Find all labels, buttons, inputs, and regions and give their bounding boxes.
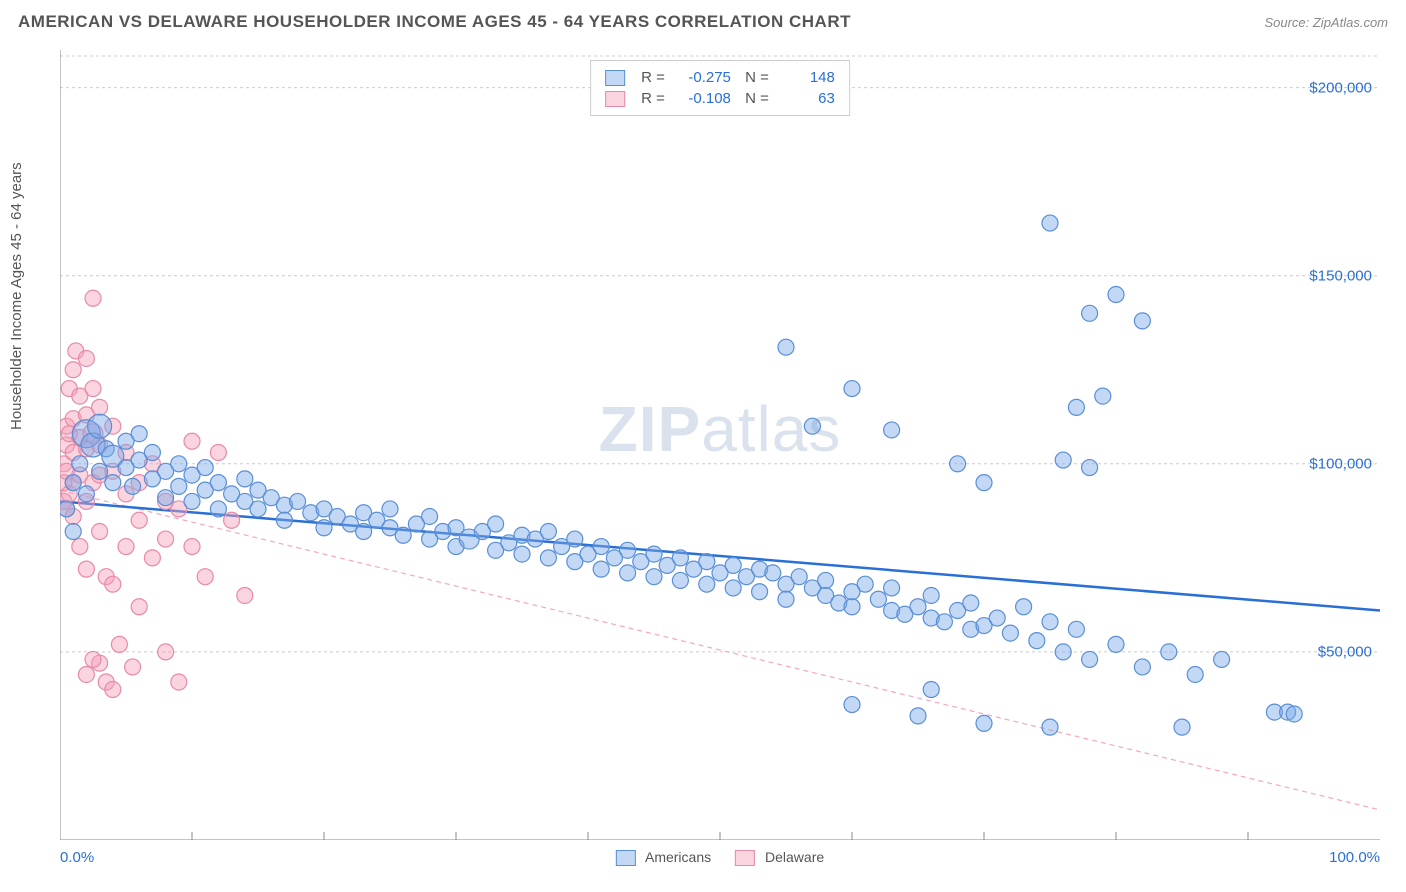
- stat-r-delaware: -0.108: [675, 90, 731, 107]
- x-tick-max: 100.0%: [1329, 849, 1380, 866]
- legend-label-americans: Americans: [645, 849, 711, 865]
- legend-swatch-americans: [616, 850, 636, 866]
- stats-swatch-delaware: [605, 91, 625, 107]
- legend-item-americans: Americans: [616, 849, 711, 866]
- stat-n-delaware: 63: [779, 90, 835, 107]
- stats-legend: R = -0.275 N = 148 R = -0.108 N = 63: [590, 60, 850, 116]
- chart-source: Source: ZipAtlas.com: [1264, 15, 1388, 30]
- chart-header: AMERICAN VS DELAWARE HOUSEHOLDER INCOME …: [18, 12, 1388, 32]
- plot-area: ZIPatlas R = -0.275 N = 148 R = -0.108 N…: [60, 50, 1380, 840]
- series-legend: Americans Delaware: [616, 849, 824, 866]
- legend-swatch-delaware: [735, 850, 755, 866]
- stat-r-americans: -0.275: [675, 69, 731, 86]
- stats-row-delaware: R = -0.108 N = 63: [605, 88, 835, 109]
- x-tick-min: 0.0%: [60, 849, 94, 866]
- chart-title: AMERICAN VS DELAWARE HOUSEHOLDER INCOME …: [18, 12, 851, 32]
- scatter-svg: [60, 50, 1380, 840]
- y-tick-label: $150,000: [1309, 267, 1372, 284]
- stats-swatch-americans: [605, 70, 625, 86]
- y-axis-label: Householder Income Ages 45 - 64 years: [8, 162, 25, 430]
- legend-label-delaware: Delaware: [765, 849, 824, 865]
- legend-item-delaware: Delaware: [735, 849, 824, 866]
- stat-n-americans: 148: [779, 69, 835, 86]
- y-tick-label: $100,000: [1309, 455, 1372, 472]
- y-tick-label: $200,000: [1309, 79, 1372, 96]
- y-tick-label: $50,000: [1318, 643, 1372, 660]
- stats-row-americans: R = -0.275 N = 148: [605, 67, 835, 88]
